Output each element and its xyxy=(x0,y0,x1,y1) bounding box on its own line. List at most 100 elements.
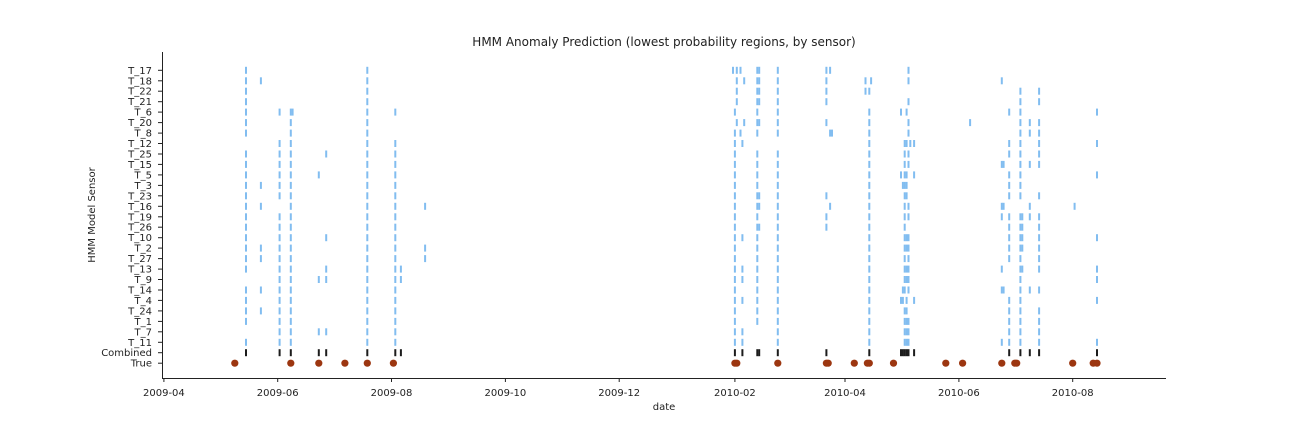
t-27-anomaly-mark xyxy=(366,255,369,263)
t-8-anomaly-mark xyxy=(776,129,779,137)
combined-anomaly-mark xyxy=(289,349,292,357)
t-27-anomaly-mark xyxy=(903,255,906,263)
t-2-anomaly-mark xyxy=(1008,244,1011,252)
t-8-anomaly-mark xyxy=(868,129,871,137)
t-15-anomaly-mark xyxy=(776,160,779,168)
t-19-anomaly-mark xyxy=(289,213,292,221)
t-23-anomaly-mark xyxy=(1008,192,1011,200)
t-6-anomaly-mark xyxy=(905,108,908,116)
t-5-anomaly-mark xyxy=(317,171,320,179)
t-12-anomaly-mark xyxy=(868,140,871,147)
t-20-anomaly-mark xyxy=(289,119,292,127)
t-18-anomaly-mark xyxy=(366,77,369,85)
t-9-anomaly-mark xyxy=(399,276,402,283)
t-20-anomaly-mark xyxy=(1019,119,1022,127)
t-19-anomaly-mark xyxy=(394,213,397,221)
t-1-anomaly-mark xyxy=(776,317,779,325)
t-4-anomaly-mark xyxy=(278,296,281,304)
t-1-anomaly-mark xyxy=(289,317,292,325)
t-13-anomaly-mark xyxy=(1000,265,1003,273)
t-3-anomaly-mark xyxy=(366,181,369,189)
t-12-anomaly-mark xyxy=(1038,140,1041,147)
t-7-anomaly-mark xyxy=(394,328,397,336)
t-9-anomaly-mark xyxy=(366,276,369,283)
t-23-anomaly-mark xyxy=(903,192,906,200)
t-6-anomaly-mark xyxy=(1019,108,1022,116)
t-4-anomaly-mark xyxy=(868,296,871,304)
combined-anomaly-mark xyxy=(1008,349,1011,357)
t-15-anomaly-mark xyxy=(907,160,910,168)
t-15-anomaly-mark xyxy=(1038,160,1041,168)
t-25-anomaly-mark xyxy=(325,150,328,158)
t-19-anomaly-mark xyxy=(1008,213,1011,221)
combined-anomaly-mark xyxy=(758,349,761,357)
t-25-anomaly-mark xyxy=(394,150,397,158)
t-19-anomaly-mark xyxy=(1038,213,1041,221)
t-11-anomaly-mark xyxy=(1038,338,1041,346)
t-12-anomaly-mark xyxy=(905,140,908,147)
t-20-anomaly-mark xyxy=(1028,119,1031,127)
t-26-anomaly-mark xyxy=(289,223,292,231)
t-22-anomaly-mark xyxy=(1019,87,1022,95)
t-16-anomaly-mark xyxy=(394,202,397,210)
t-8-anomaly-mark xyxy=(1038,129,1041,137)
t-24-anomaly-mark xyxy=(289,307,292,315)
t-11-anomaly-mark xyxy=(394,338,397,346)
t-21-anomaly-mark xyxy=(366,98,369,106)
t-24-anomaly-mark xyxy=(245,307,247,315)
t-12-anomaly-mark xyxy=(733,140,736,147)
y-tick-label: Combined xyxy=(101,348,152,359)
y-tick-label: T_1 xyxy=(134,317,152,328)
t-24-anomaly-mark xyxy=(905,307,908,315)
t-22-anomaly-mark xyxy=(735,87,738,95)
t-20-anomaly-mark xyxy=(756,119,759,127)
t-3-anomaly-mark xyxy=(903,181,906,189)
t-10-anomaly-mark xyxy=(907,234,910,242)
y-tick-label: T_15 xyxy=(127,160,152,171)
t-2-anomaly-mark xyxy=(903,244,906,252)
t-9-anomaly-mark xyxy=(776,276,779,283)
t-14-anomaly-mark xyxy=(901,286,904,294)
t-16-anomaly-mark xyxy=(903,202,906,210)
t-24-anomaly-mark xyxy=(733,307,736,315)
t-5-anomaly-mark xyxy=(905,171,908,179)
t-11-anomaly-mark xyxy=(1008,338,1011,346)
combined-anomaly-mark xyxy=(776,349,779,357)
x-tick-label: 2009-08 xyxy=(371,388,413,399)
t-7-anomaly-mark xyxy=(905,328,908,336)
true-anomaly-point xyxy=(865,359,873,367)
t-19-anomaly-mark xyxy=(245,213,247,221)
true-anomaly-point xyxy=(824,359,832,367)
t-10-anomaly-mark xyxy=(1038,234,1041,242)
t-18-anomaly-mark xyxy=(870,77,873,85)
y-tick-label: T_23 xyxy=(127,191,152,202)
t-24-anomaly-mark xyxy=(868,307,871,315)
t-26-anomaly-mark xyxy=(756,223,759,231)
t-27-anomaly-mark xyxy=(289,255,292,263)
t-7-anomaly-mark xyxy=(776,328,779,336)
t-26-anomaly-mark xyxy=(733,223,736,231)
t-23-anomaly-mark xyxy=(733,192,736,200)
t-17-anomaly-mark xyxy=(366,66,369,74)
t-27-anomaly-mark xyxy=(245,255,247,263)
true-anomaly-point xyxy=(942,359,950,367)
t-24-anomaly-mark xyxy=(776,307,779,315)
t-8-anomaly-mark xyxy=(831,129,833,137)
t-11-anomaly-mark xyxy=(245,338,247,346)
t-1-anomaly-mark xyxy=(1038,317,1041,325)
t-23-anomaly-mark xyxy=(1038,192,1041,200)
t-6-anomaly-mark xyxy=(278,108,281,116)
t-2-anomaly-mark xyxy=(278,244,281,252)
t-25-anomaly-mark xyxy=(756,150,759,158)
t-5-anomaly-mark xyxy=(900,171,902,179)
t-5-anomaly-mark xyxy=(733,171,736,179)
t-26-anomaly-mark xyxy=(394,223,397,231)
true-anomaly-point xyxy=(774,359,782,367)
t-27-anomaly-mark xyxy=(907,255,910,263)
t-16-anomaly-mark xyxy=(289,202,292,210)
t-7-anomaly-mark xyxy=(289,328,292,336)
t-18-anomaly-mark xyxy=(756,77,759,85)
t-15-anomaly-mark xyxy=(245,160,247,168)
y-tick-label: T_20 xyxy=(127,118,152,129)
t-19-anomaly-mark xyxy=(776,213,779,221)
